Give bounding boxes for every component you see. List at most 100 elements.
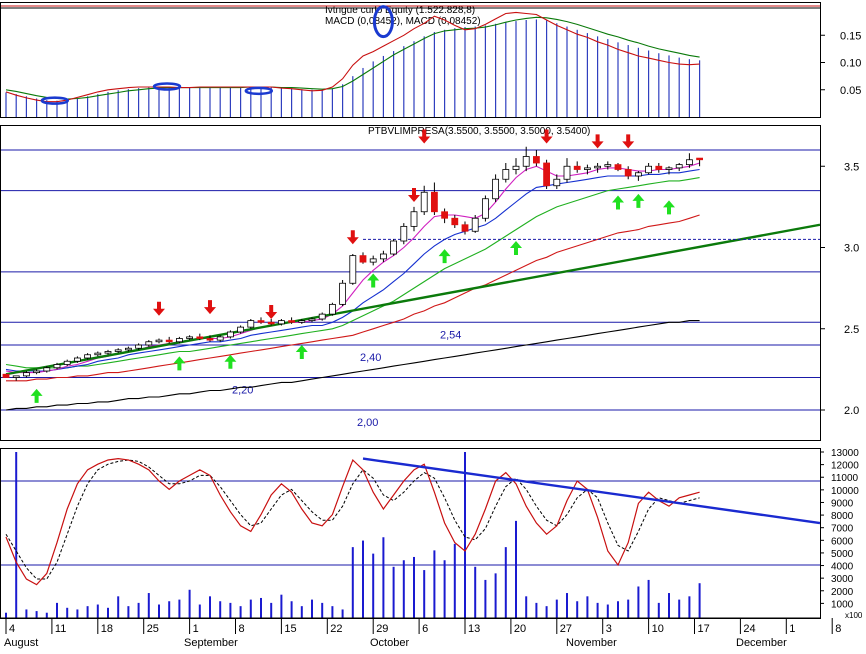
stochastic-trendline — [362, 457, 821, 525]
x-axis-day-label: 27 — [560, 623, 572, 635]
macd-signal-line — [5, 16, 700, 100]
candle-body — [74, 357, 81, 362]
macd-highlight-circle — [152, 82, 182, 91]
x-axis-day-label: 18 — [101, 623, 113, 635]
candle-body — [420, 191, 428, 213]
candle-body — [328, 303, 336, 315]
candle-body — [94, 352, 102, 356]
candle-body — [145, 341, 153, 346]
candle-body — [492, 178, 500, 200]
candle-body — [33, 370, 40, 374]
candle-body — [104, 351, 112, 354]
sell-arrow — [265, 305, 278, 319]
price-header: PTBVLIMPRESA(3.5500, 3.5500, 3.5000, 3.5… — [368, 126, 590, 137]
price-level-label: 2,00 — [357, 417, 378, 429]
moving-average-200 — [6, 214, 700, 382]
candle-body — [553, 178, 561, 187]
volume-y-tick-label: 7000 — [831, 524, 854, 535]
candle-body — [135, 344, 143, 349]
candle-body — [451, 217, 459, 226]
sell-arrow — [591, 134, 604, 149]
candle-body — [175, 338, 183, 343]
candle-body — [298, 320, 306, 323]
buy-arrow — [295, 345, 308, 359]
candle-body — [216, 336, 224, 341]
candle-body — [206, 338, 214, 341]
candle-body — [584, 167, 591, 170]
volume-y-tick-label: 3000 — [831, 574, 854, 585]
candle-body — [410, 211, 418, 227]
macd-y-tick-label: 0.05 — [840, 85, 861, 97]
candle-body — [165, 339, 173, 343]
candle-body — [114, 349, 122, 352]
candle-body — [502, 169, 510, 180]
candle-body — [22, 372, 30, 377]
macd-panel: Ivtngue curlo Equity (1.522.828,8) MACD … — [0, 5, 861, 117]
buy-arrow — [612, 195, 624, 210]
candle-body — [196, 336, 204, 339]
candle-body — [369, 258, 377, 263]
x-axis-day-label: 22 — [330, 623, 342, 635]
volume-y-tick-label: 11000 — [831, 473, 859, 484]
candle-body — [604, 164, 612, 167]
candle-body — [665, 167, 673, 170]
candle-body — [308, 318, 316, 322]
sell-arrow — [408, 188, 420, 202]
buy-arrow — [663, 200, 675, 215]
candle-body — [379, 253, 387, 260]
candle-body — [12, 375, 20, 378]
sell-arrow — [540, 129, 553, 144]
candle-body — [237, 326, 245, 333]
volume-y-tick-label: 2000 — [831, 587, 854, 598]
macd-highlight-circle — [40, 96, 70, 105]
volume-y-tick-label: 1000 — [831, 599, 854, 610]
x-axis-day-label: 10 — [652, 623, 664, 635]
candle-body — [63, 360, 71, 365]
volume-y-tick-label: 12000 — [831, 461, 859, 472]
candle-body — [400, 225, 408, 242]
x-axis-day-label: 1 — [193, 623, 199, 635]
macd-y-tick-label: 0.10 — [840, 58, 861, 70]
price-trendline — [5, 223, 821, 376]
macd-frame — [0, 2, 821, 118]
macd-header-2: MACD (0,08452), MACD (0,08452) — [325, 16, 481, 27]
price-y-tick-label: 3.5 — [844, 161, 859, 173]
macd-highlight-circle — [244, 86, 274, 96]
volume-y-tick-label: 4000 — [831, 562, 854, 573]
x-axis-day-label: 24 — [743, 623, 755, 635]
candle-body — [267, 321, 275, 325]
candle-body — [349, 255, 357, 284]
price-panel: PTBVLIMPRESA(3.5500, 3.5500, 3.5000, 3.5… — [0, 126, 859, 429]
x-axis-month-label: September — [184, 637, 238, 649]
x-axis-month-label: August — [4, 637, 38, 649]
buy-arrow — [224, 354, 237, 369]
candle-body — [696, 157, 703, 161]
sell-arrow — [622, 134, 635, 149]
x-axis-day-label: 20 — [514, 623, 526, 635]
x-axis-day-label: 13 — [468, 623, 480, 635]
candle-body — [339, 282, 347, 305]
x-axis-day-label: 4 — [9, 623, 15, 635]
candle-body — [441, 211, 449, 219]
volume-unit-label: x100 — [845, 611, 863, 620]
x-axis-month-label: December — [736, 637, 787, 649]
x-axis-day-label: 1 — [789, 623, 795, 635]
macd-line — [5, 11, 700, 103]
moving-average-long — [5, 177, 700, 369]
sell-arrow — [418, 129, 431, 144]
candle-body — [155, 339, 163, 343]
candle-body — [53, 364, 61, 369]
buy-arrow — [173, 356, 186, 371]
price-y-tick-label: 2.5 — [844, 324, 859, 336]
candle-body — [635, 172, 642, 177]
candle-body — [247, 320, 255, 328]
x-axis-day-label: 6 — [422, 623, 428, 635]
candle-body — [186, 336, 194, 339]
candle-body — [471, 217, 479, 232]
candle-body — [461, 224, 469, 232]
candle-body — [573, 165, 581, 170]
buy-arrow — [30, 388, 43, 403]
macd-y-tick-label: 0.15 — [840, 30, 861, 42]
